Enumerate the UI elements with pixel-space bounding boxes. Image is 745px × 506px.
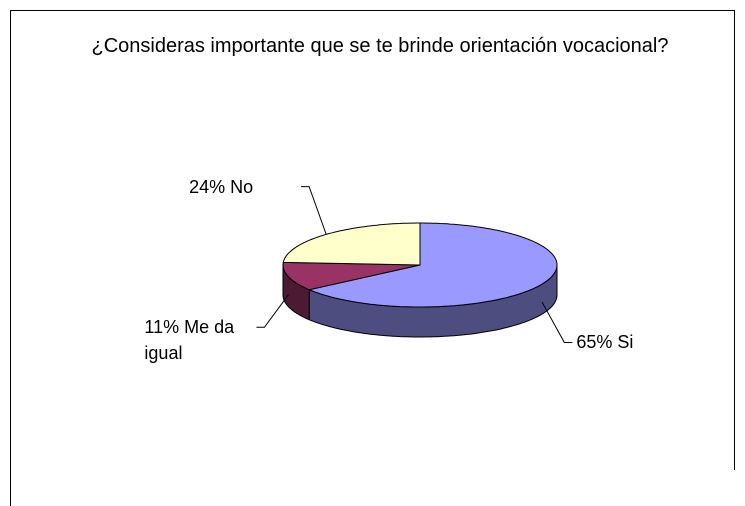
pie-slice — [282, 222, 421, 266]
data-label: 24% No — [189, 174, 299, 200]
leader-line — [301, 186, 327, 235]
leader-line — [256, 294, 289, 328]
frame — [10, 10, 735, 506]
data-label: 11% Me da igual — [144, 314, 254, 366]
data-label-value: 24% — [189, 176, 226, 197]
data-label-value: 11% — [144, 317, 180, 338]
leader-line — [541, 301, 573, 343]
data-label-value: 65% — [576, 332, 613, 353]
data-label: 65% Si — [576, 329, 633, 355]
pie-slice — [282, 261, 421, 291]
data-label-category: No — [230, 176, 254, 197]
data-label-category: Si — [617, 332, 634, 353]
data-label-category: Me da igual — [144, 317, 235, 364]
chart-title: ¿Consideras importante que se te brinde … — [91, 35, 669, 57]
pie-slice — [307, 222, 558, 308]
